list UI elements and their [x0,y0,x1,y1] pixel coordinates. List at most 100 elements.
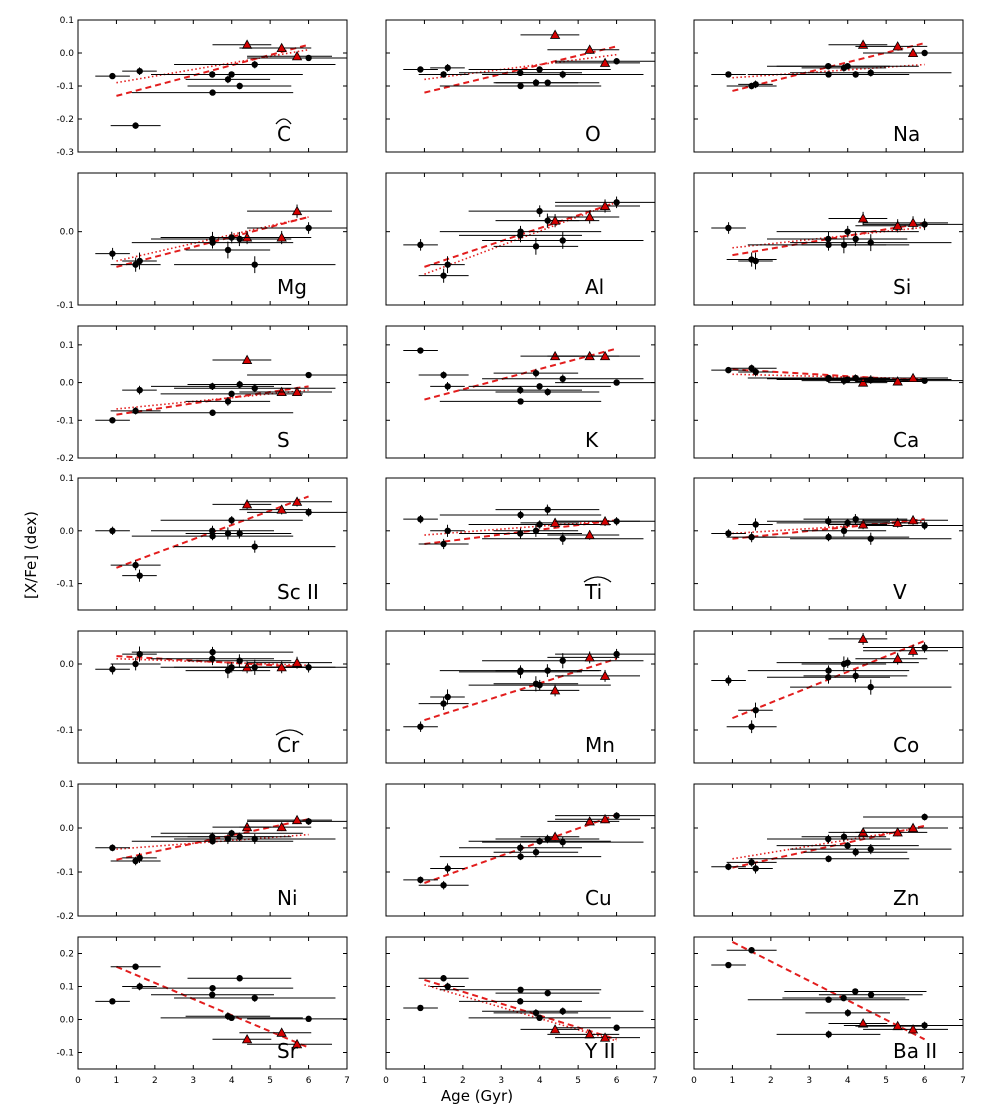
y-tick-label: 0.0 [60,527,75,537]
panel-k: K [385,325,656,459]
data-point-triangle [584,211,595,222]
data-point-circle [748,723,755,730]
panel-v: V [693,477,964,611]
element-label: Ca [893,428,919,452]
dashed-fit-line [732,221,925,257]
data-point-triangle [276,504,287,514]
x-tick-label: 6 [306,1076,312,1086]
panel-grid: 0.10.0-0.1-0.2-0.3C O Na0.0-0.1Mg Al Si0.10.… [56,16,965,1086]
data-point-circle [536,681,543,689]
data-point-circle [921,813,928,821]
element-label: O [585,122,601,146]
data-point-circle [544,989,551,997]
data-point-circle [236,530,243,537]
data-point-circle [867,991,875,998]
x-tick-label: 0 [383,1076,389,1086]
data-point-circle [536,66,543,73]
panel-frame [693,783,964,917]
data-point-triangle [892,653,903,663]
data-point-circle [440,272,447,279]
panel-ni: 0.1 0.0 -0.1 -0.2 Ni [56,780,348,922]
data-point-circle [517,853,524,860]
data-point-circle [559,657,566,664]
y-tick-label: -0.1 [56,580,74,590]
y-tick-label: -0.2 [56,454,74,464]
data-point-circle [559,375,566,382]
panel-co: Co [693,630,964,764]
panel-ti: Ti [385,477,656,611]
panel-frame [693,325,964,459]
data-point-triangle [549,215,561,225]
panel-frame [693,630,964,764]
y-tick-label: 0.1 [60,983,74,993]
data-point-circle [132,261,139,268]
y-tick-label: -0.1 [56,868,74,878]
data-point-circle [825,1031,832,1038]
data-point-circle [752,81,759,88]
dotted-fit-line [424,519,617,536]
data-point-triangle [241,354,253,364]
data-point-circle [532,849,540,856]
data-point-circle [825,533,832,541]
data-point-triangle [549,685,561,695]
data-point-circle [517,998,524,1005]
x-tick-label: 5 [575,1076,581,1086]
data-point-circle [251,835,258,843]
data-point-circle [752,257,759,265]
data-point-circle [613,1024,620,1031]
dashed-fit-line [116,818,309,861]
data-point-circle [748,859,755,866]
data-point-circle [613,650,620,658]
y-tick-label: 0.1 [60,780,74,790]
data-point-circle [536,521,543,528]
data-point-triangle [599,350,611,361]
data-point-circle [844,519,851,527]
data-point-circle [921,644,928,651]
data-point-triangle [857,519,869,529]
data-point-circle [444,261,451,268]
data-point-circle [559,838,566,846]
element-label: Na [893,122,920,146]
panel-c: 0.1 0.0 -0.1 -0.2 -0.3 C [56,16,348,158]
data-point-circle [236,975,243,982]
data-point-circle [440,71,447,78]
data-point-circle [752,521,759,528]
data-point-circle [228,1014,235,1022]
data-point-circle [559,71,566,78]
data-point-circle [867,239,874,246]
data-point-circle [305,54,312,62]
data-point-circle [536,383,543,390]
data-point-circle [532,243,540,250]
x-tick-label: 4 [845,1076,851,1086]
data-point-triangle [857,213,869,223]
y-tick-label: 0.0 [60,49,75,59]
panel-al: Al [385,172,656,306]
data-point-circle [132,963,139,970]
data-point-circle [228,517,235,524]
x-tick-label: 4 [229,1076,235,1086]
data-point-triangle [599,515,611,526]
element-label: Ba II [893,1039,937,1063]
data-point-circle [844,62,851,70]
data-point-circle [109,250,116,257]
data-point-circle [536,207,543,215]
data-point-triangle [291,1038,303,1049]
data-point-circle [444,64,451,72]
element-label: Sc II [277,580,319,604]
data-point-circle [840,527,848,534]
data-point-circle [921,221,928,228]
x-tick-label: 2 [768,1076,774,1086]
data-point-circle [444,693,451,701]
data-point-circle [109,844,116,851]
dashed-fit-line [116,43,309,97]
data-point-circle [725,677,732,684]
data-point-circle [613,379,620,386]
data-point-circle [921,377,928,384]
y-tick-label: 0.1 [60,16,74,26]
data-point-triangle [291,657,303,667]
data-point-circle [517,986,524,993]
element-label: K [585,428,599,452]
data-point-circle [867,845,874,853]
data-point-circle [517,511,524,519]
y-tick-label: 0.1 [60,474,74,484]
